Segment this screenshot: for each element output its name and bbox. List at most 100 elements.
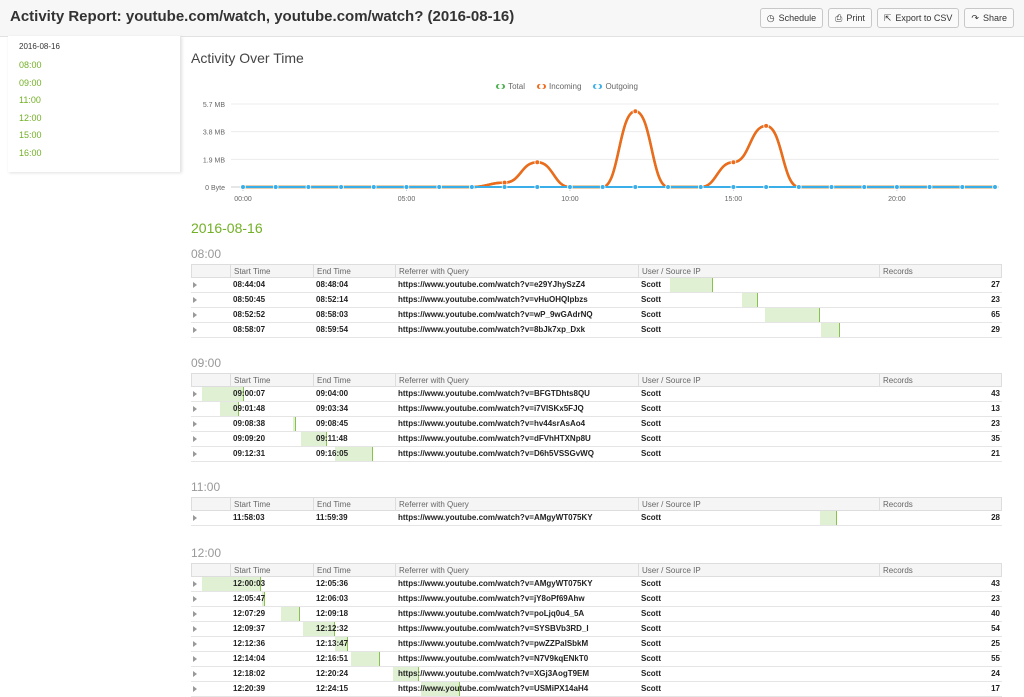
data-point-outgoing: [992, 184, 998, 190]
table-row[interactable]: 12:05:47 12:06:03 https://www.youtube.com/…: [191, 592, 1002, 607]
end-time: 12:09:18: [316, 609, 349, 618]
sidebar-item-1200[interactable]: 12:00: [19, 113, 42, 123]
column-header[interactable]: End Time: [317, 267, 351, 276]
expand-arrow-icon[interactable]: [193, 656, 197, 662]
user-source: Scott: [641, 325, 661, 334]
table-row[interactable]: 08:50:45 08:52:14 https://www.youtube.com/…: [191, 293, 1002, 308]
print-button[interactable]: ⎙ Print: [828, 8, 872, 28]
data-point-outgoing: [861, 184, 868, 190]
referrer-url: https://www.youtube.com/watch?v=D6h5VSSG…: [398, 449, 594, 458]
table-row[interactable]: 09:01:48 09:03:34 https://www.youtube.com/…: [191, 402, 1002, 417]
column-divider: [879, 374, 880, 386]
sidebar-item-1500[interactable]: 15:00: [19, 130, 42, 140]
share-button[interactable]: ↷ Share: [964, 8, 1014, 28]
sidebar-item-0800[interactable]: 08:00: [19, 60, 42, 70]
expand-arrow-icon[interactable]: [193, 671, 197, 677]
expand-arrow-icon[interactable]: [193, 421, 197, 427]
expand-arrow-icon[interactable]: [193, 581, 197, 587]
column-header[interactable]: Referrer with Query: [399, 376, 469, 385]
expand-arrow-icon[interactable]: [193, 406, 197, 412]
expand-arrow-icon[interactable]: [193, 312, 197, 318]
column-header[interactable]: End Time: [317, 376, 351, 385]
table-row[interactable]: 08:44:04 08:48:04 https://www.youtube.com/…: [191, 278, 1002, 293]
table-row[interactable]: 09:09:20 09:11:48 https://www.youtube.com/…: [191, 432, 1002, 447]
column-header[interactable]: Start Time: [234, 376, 271, 385]
expand-arrow-icon[interactable]: [193, 596, 197, 602]
hour-heading: 11:00: [191, 480, 221, 494]
data-point-outgoing: [599, 184, 606, 190]
column-header[interactable]: Referrer with Query: [399, 267, 469, 276]
duration-bar: [670, 278, 713, 292]
duration-bar: [741, 293, 758, 307]
start-time: 09:00:07: [233, 389, 266, 398]
column-header[interactable]: User / Source IP: [642, 566, 701, 575]
table-row[interactable]: 11:58:03 11:59:39 https://www.youtube.com/…: [191, 511, 1002, 526]
x-tick-label: 15:00: [725, 196, 743, 203]
table-row[interactable]: 09:12:31 09:16:05 https://www.youtube.com/…: [191, 447, 1002, 462]
expand-arrow-icon[interactable]: [193, 515, 197, 521]
column-header[interactable]: Referrer with Query: [399, 500, 469, 509]
legend-item-outgoing[interactable]: Outgoing: [593, 82, 638, 91]
legend-item-total[interactable]: Total: [496, 82, 525, 91]
column-divider: [638, 374, 639, 386]
records-count: 43: [991, 579, 1000, 588]
table-row[interactable]: 12:00:03 12:05:36 https://www.youtube.com/…: [191, 577, 1002, 592]
column-header[interactable]: User / Source IP: [642, 267, 701, 276]
schedule-button[interactable]: ◷ Schedule: [759, 8, 824, 28]
column-header[interactable]: Records: [883, 376, 913, 385]
data-point-outgoing: [370, 184, 377, 190]
column-header[interactable]: Referrer with Query: [399, 566, 469, 575]
expand-arrow-icon[interactable]: [193, 451, 197, 457]
legend-item-incoming[interactable]: Incoming: [536, 82, 581, 91]
sidebar-item-0900[interactable]: 09:00: [19, 78, 42, 88]
expand-arrow-icon[interactable]: [193, 327, 197, 333]
activity-table: Start Time End Time Referrer with Query Use…: [191, 373, 1002, 462]
column-header[interactable]: End Time: [317, 566, 351, 575]
data-point-outgoing: [436, 184, 442, 190]
column-header[interactable]: User / Source IP: [642, 500, 701, 509]
column-divider: [395, 564, 396, 576]
table-row[interactable]: 09:08:38 09:08:45 https://www.youtube.com/…: [191, 417, 1002, 432]
expand-arrow-icon[interactable]: [193, 626, 197, 632]
expand-arrow-icon[interactable]: [193, 297, 197, 303]
table-row[interactable]: 12:18:02 12:20:24 https://www.youtube.com/…: [191, 667, 1002, 682]
start-time: 12:00:03: [233, 579, 266, 588]
export-csv-button[interactable]: ⇱ Export to CSV: [876, 8, 960, 28]
expand-arrow-icon[interactable]: [193, 641, 197, 647]
table-row[interactable]: 08:58:07 08:59:54 https://www.youtube.com/…: [191, 323, 1002, 338]
start-time: 09:08:38: [233, 419, 266, 428]
column-header[interactable]: Start Time: [234, 566, 271, 575]
hour-heading: 08:00: [191, 247, 222, 261]
start-time: 08:58:07: [233, 325, 266, 334]
user-source: Scott: [641, 654, 661, 663]
table-row[interactable]: 12:20:39 12:24:15 https://www.youtube.com/…: [191, 682, 1002, 697]
table-row[interactable]: 12:14:04 12:16:51 https://www.youtube.com/…: [191, 652, 1002, 667]
x-tick-label: 20:00: [888, 196, 906, 203]
table-row[interactable]: 09:00:07 09:04:00 https://www.youtube.com/…: [191, 387, 1002, 402]
end-time: 12:20:24: [316, 669, 349, 678]
records-count: 28: [991, 513, 1000, 522]
column-header[interactable]: User / Source IP: [642, 376, 701, 385]
column-divider: [230, 564, 231, 576]
duration-bar: [281, 607, 301, 621]
table-row[interactable]: 12:07:29 12:09:18 https://www.youtube.com/…: [191, 607, 1002, 622]
x-tick-label: 00:00: [234, 196, 252, 203]
column-header[interactable]: Start Time: [234, 500, 271, 509]
sidebar-item-1600[interactable]: 16:00: [19, 148, 42, 158]
column-header[interactable]: Records: [883, 566, 913, 575]
x-tick-label: 05:00: [398, 196, 416, 203]
user-source: Scott: [641, 389, 661, 398]
column-header[interactable]: Records: [883, 267, 913, 276]
expand-arrow-icon[interactable]: [193, 282, 197, 288]
table-row[interactable]: 12:12:36 12:13:47 https://www.youtube.com/…: [191, 637, 1002, 652]
table-row[interactable]: 08:52:52 08:58:03 https://www.youtube.com/…: [191, 308, 1002, 323]
expand-arrow-icon[interactable]: [193, 611, 197, 617]
column-header[interactable]: End Time: [317, 500, 351, 509]
sidebar-item-1100[interactable]: 11:00: [19, 95, 41, 105]
column-header[interactable]: Start Time: [234, 267, 271, 276]
expand-arrow-icon[interactable]: [193, 436, 197, 442]
column-header[interactable]: Records: [883, 500, 913, 509]
table-row[interactable]: 12:09:37 12:12:32 https://www.youtube.com/…: [191, 622, 1002, 637]
expand-arrow-icon[interactable]: [193, 391, 197, 397]
duration-bar: [334, 447, 373, 461]
